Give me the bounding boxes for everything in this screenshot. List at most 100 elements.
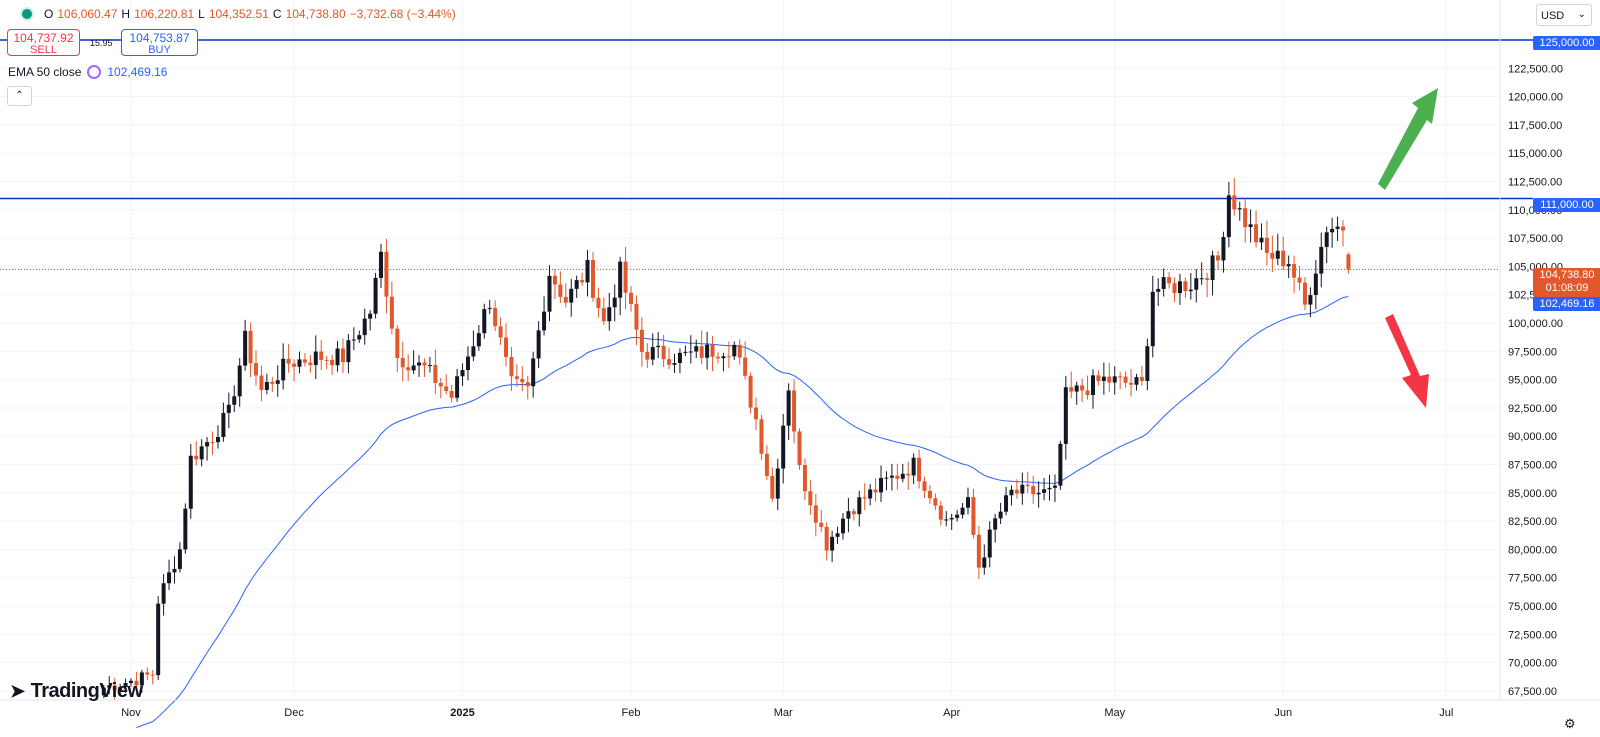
brand-name: TradingView — [30, 680, 143, 702]
candle-body — [1020, 484, 1025, 494]
candle-body — [264, 381, 269, 390]
buy-button[interactable]: 104,753.87 BUY — [121, 29, 198, 56]
sell-price: 104,737.92 — [13, 31, 74, 45]
candle-body — [1275, 250, 1280, 259]
candle-body — [927, 490, 932, 499]
candle-body — [237, 365, 242, 397]
candle-body — [123, 683, 128, 688]
candle-body — [509, 356, 514, 377]
candle-body — [819, 522, 824, 527]
candle-body — [808, 491, 813, 506]
candle-body — [639, 329, 644, 352]
y-tick-label: 100,000.00 — [1508, 318, 1563, 330]
candle-body — [688, 351, 693, 353]
candle-body — [438, 382, 443, 387]
candle-body — [1221, 237, 1226, 261]
y-tick-label: 87,500.00 — [1508, 460, 1557, 472]
candle-body — [824, 526, 829, 551]
candle-body — [1319, 246, 1324, 274]
low-label: L — [198, 7, 205, 21]
bar-countdown: 01:08:09 — [1545, 282, 1589, 294]
candle-body — [1042, 489, 1047, 493]
annotation-arrows — [1378, 88, 1438, 408]
refresh-icon[interactable] — [87, 65, 102, 79]
candle-body — [476, 333, 481, 347]
candle-body — [998, 511, 1003, 519]
candle-body — [346, 340, 351, 363]
candle-body — [270, 381, 275, 384]
candle-body — [482, 309, 487, 334]
candle-body — [938, 505, 943, 520]
candle-body — [1270, 252, 1275, 259]
collapse-legend-button[interactable]: ⌃ — [7, 86, 32, 106]
open-value: 106,060.47 — [57, 7, 118, 21]
sell-button[interactable]: 104,737.92 SELL — [7, 29, 80, 56]
candle-body — [536, 330, 541, 359]
candle-body — [215, 436, 220, 443]
candle-body — [167, 572, 172, 584]
candle-body — [862, 497, 867, 499]
currency-select[interactable]: USD ⌄ — [1536, 4, 1592, 26]
candle-body — [1112, 376, 1117, 383]
candle-body — [558, 284, 563, 297]
candle-body — [1085, 390, 1090, 396]
candle-body — [1150, 291, 1155, 347]
candle-body — [748, 375, 753, 408]
candle-body — [444, 386, 449, 392]
ema-label: EMA 50 close — [8, 65, 82, 79]
candle-body — [840, 518, 845, 534]
candle-body — [275, 380, 280, 384]
candle-body — [531, 358, 536, 387]
candle-body — [960, 507, 965, 515]
tradingview-mark-icon: ➤ — [10, 681, 25, 701]
spread-value: 15.95 — [90, 38, 113, 48]
chart-grid — [0, 0, 1500, 700]
candle-body — [1014, 489, 1019, 494]
x-tick-label: 2025 — [450, 707, 474, 719]
candle-body — [129, 680, 133, 684]
candle-body — [1286, 264, 1291, 267]
ema-legend[interactable]: EMA 50 close 102,469.16 — [8, 65, 167, 79]
candle-body — [596, 297, 601, 309]
candle-body — [286, 358, 291, 364]
candle-body — [710, 344, 715, 357]
red-down-arrow — [1385, 314, 1429, 408]
candle-body — [1172, 283, 1177, 294]
candle-body — [156, 603, 161, 676]
y-tick-label: 97,500.00 — [1508, 346, 1557, 358]
candle-body — [851, 511, 856, 515]
green-up-arrow — [1378, 88, 1438, 190]
candle-body — [471, 346, 476, 357]
candle-body — [1302, 282, 1307, 305]
candle-body — [802, 465, 807, 492]
tradingview-logo: ➤ TradingView — [10, 680, 143, 703]
candle-body — [944, 519, 949, 521]
candle-body — [1074, 385, 1079, 392]
candle-body — [514, 376, 519, 379]
open-label: O — [44, 7, 54, 21]
candle-body — [297, 359, 302, 367]
candle-body — [465, 356, 470, 371]
candle-body — [194, 455, 199, 460]
candle-body — [590, 260, 595, 298]
candle-body — [715, 356, 720, 359]
candle-body — [585, 260, 590, 283]
candle-body — [607, 307, 612, 322]
settings-icon[interactable]: ⚙ — [1564, 716, 1576, 731]
candle-body — [1341, 226, 1346, 231]
candle-body — [949, 517, 954, 520]
candle-body — [601, 308, 606, 322]
candle-body — [754, 407, 759, 420]
candle-body — [987, 529, 992, 558]
candle-body — [1123, 376, 1128, 383]
candle-body — [569, 288, 574, 303]
ohlc-legend: O 106,060.47 H 106,220.81 L 104,352.51 C 104… — [20, 7, 456, 21]
candle-body — [1330, 228, 1335, 233]
candle-body — [1063, 387, 1068, 444]
candle-body — [1139, 377, 1144, 381]
y-tick-label: 82,500.00 — [1508, 516, 1557, 528]
ema-50-path — [136, 296, 1349, 729]
candle-body — [1080, 385, 1085, 391]
candle-body — [319, 351, 324, 360]
